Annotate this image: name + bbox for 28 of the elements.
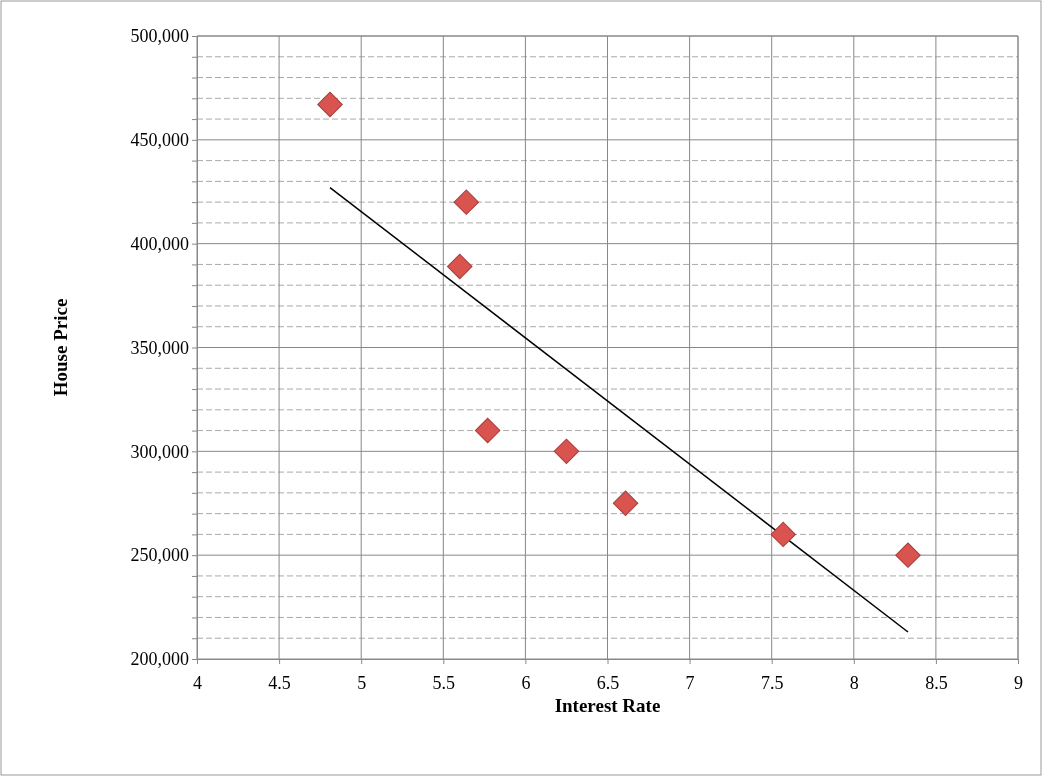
x-tick-label: 5.5 — [432, 672, 456, 693]
x-tick-label: 4 — [193, 672, 202, 693]
y-tick-label: 300,000 — [130, 441, 189, 462]
y-tick-label: 400,000 — [130, 233, 189, 254]
y-tick-label: 250,000 — [130, 545, 189, 566]
y-tick-label: 200,000 — [130, 649, 189, 670]
x-tick-label: 5 — [357, 672, 367, 693]
x-tick-label: 7 — [685, 672, 695, 693]
x-tick-label: 6.5 — [596, 672, 620, 693]
point — [446, 253, 473, 280]
x-axis-title: Interest Rate — [554, 695, 661, 716]
x-tick-label: 8 — [849, 672, 859, 693]
point — [453, 189, 480, 215]
x-tick-label: 9 — [1014, 672, 1023, 693]
y-tick-label: 500,000 — [130, 26, 189, 47]
y-tick-label: 350,000 — [130, 337, 189, 358]
point — [770, 521, 796, 548]
x-tick-label: 4.5 — [268, 672, 291, 693]
y-axis-title: House Price — [50, 298, 71, 397]
x-tick-label: 8.5 — [925, 672, 948, 693]
point — [895, 542, 921, 568]
y-tick-label: 450,000 — [130, 130, 189, 151]
point — [553, 438, 580, 465]
x-tick-label: 6 — [521, 672, 531, 693]
x-tick-label: 7.5 — [760, 672, 784, 693]
point — [474, 417, 501, 444]
point — [612, 490, 639, 516]
point — [317, 91, 343, 118]
